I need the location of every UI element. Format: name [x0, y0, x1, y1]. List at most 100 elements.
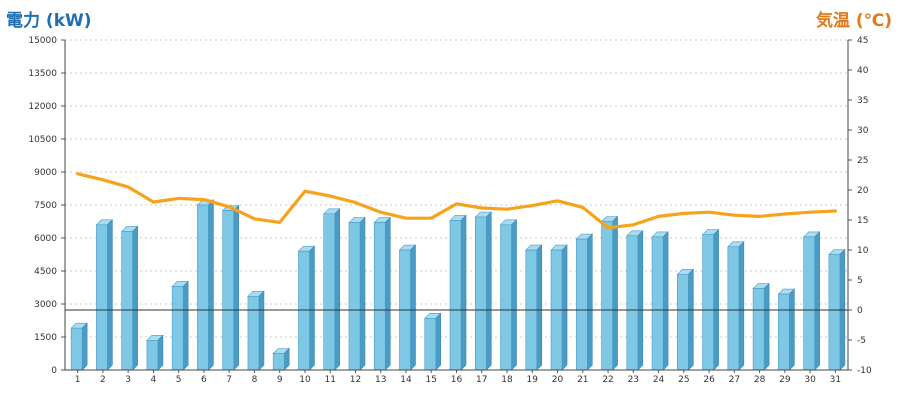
x-tick-label: 25 — [678, 375, 689, 385]
x-tick-label: 7 — [226, 375, 232, 385]
bar-side — [662, 231, 669, 371]
x-tick-label: 18 — [501, 375, 513, 385]
bar-side — [157, 334, 164, 371]
bar — [601, 221, 613, 371]
right-tick-label: -10 — [857, 366, 872, 376]
left-tick-label: 4500 — [34, 267, 57, 277]
bar-side — [713, 228, 719, 371]
bar-side — [612, 215, 618, 371]
bar — [171, 286, 184, 371]
right-tick-label: 30 — [857, 126, 869, 136]
bar-side — [511, 219, 517, 371]
bar-side — [233, 204, 239, 371]
left-axis-title: 電力 (kW) — [6, 11, 92, 31]
x-tick-label: 17 — [476, 375, 487, 385]
bar-side — [586, 233, 593, 371]
x-tick-label: 13 — [375, 375, 386, 385]
x-tick-label: 22 — [602, 375, 613, 385]
bar-side — [182, 280, 189, 371]
bar-side — [738, 241, 745, 371]
bar-side — [561, 244, 568, 371]
bar — [474, 216, 487, 371]
x-tick-label: 23 — [628, 375, 639, 385]
bar — [247, 295, 260, 371]
bar — [449, 220, 462, 371]
bar — [121, 231, 133, 371]
bar-side — [485, 211, 492, 371]
left-tick-label: 10500 — [28, 135, 57, 145]
x-tick-label: 28 — [754, 375, 766, 385]
x-tick-label: 1 — [75, 375, 81, 385]
right-tick-label: 15 — [857, 216, 868, 226]
bar — [70, 327, 83, 371]
bar-side — [688, 268, 694, 371]
x-tick-label: 31 — [830, 375, 841, 385]
left-tick-label: 9000 — [34, 168, 57, 178]
bar — [575, 238, 588, 371]
x-tick-label: 12 — [350, 375, 361, 385]
right-tick-label: -5 — [857, 336, 866, 346]
bar-side — [536, 244, 543, 371]
bar-side — [334, 208, 341, 371]
x-tick-label: 11 — [324, 375, 335, 385]
left-tick-label: 12000 — [28, 102, 57, 112]
bar-side — [132, 225, 138, 371]
right-tick-label: 10 — [857, 246, 869, 256]
x-tick-label: 21 — [577, 375, 588, 385]
x-tick-label: 4 — [151, 375, 157, 385]
x-tick-label: 29 — [779, 375, 791, 385]
bar — [348, 222, 361, 371]
bar — [197, 204, 209, 371]
x-tick-label: 24 — [653, 375, 665, 385]
x-tick-label: 30 — [804, 375, 816, 385]
right-tick-label: 45 — [857, 36, 868, 46]
right-tick-label: 35 — [857, 96, 868, 106]
left-tick-label: 6000 — [34, 234, 57, 244]
bar-side — [309, 245, 315, 371]
x-tick-label: 19 — [527, 375, 539, 385]
bar-side — [410, 244, 416, 371]
left-tick-label: 1500 — [34, 333, 57, 343]
x-tick-label: 2 — [100, 375, 106, 385]
bar-side — [460, 214, 467, 371]
bar — [323, 213, 336, 371]
bar — [803, 236, 815, 371]
bar — [298, 250, 310, 371]
temperature-line — [76, 172, 837, 230]
x-tick-label: 6 — [201, 375, 207, 385]
x-tick-label: 20 — [552, 375, 564, 385]
x-tick-label: 26 — [703, 375, 715, 385]
bar-side — [789, 288, 795, 371]
bar — [96, 224, 108, 371]
right-tick-label: 0 — [857, 306, 863, 316]
left-tick-label: 3000 — [34, 300, 57, 310]
x-tick-label: 14 — [400, 375, 412, 385]
x-tick-label: 9 — [277, 375, 283, 385]
bar — [727, 246, 740, 371]
bar-side — [208, 199, 214, 371]
bar-side — [763, 282, 770, 371]
bar-side — [637, 230, 644, 371]
bar — [626, 235, 639, 371]
right-tick-label: 20 — [857, 186, 869, 196]
x-tick-label: 10 — [299, 375, 311, 385]
left-tick-label: 0 — [51, 366, 57, 376]
x-tick-label: 5 — [176, 375, 182, 385]
bar — [222, 210, 234, 371]
bar — [752, 288, 765, 371]
bar-side — [359, 216, 366, 371]
bar-side — [107, 219, 113, 371]
bar — [677, 273, 689, 371]
bar-side — [435, 312, 442, 371]
bar — [373, 222, 386, 371]
left-tick-label: 7500 — [34, 201, 57, 211]
right-axis-title: 気温 (℃) — [815, 11, 892, 31]
bar-side — [258, 290, 265, 371]
bar — [651, 236, 664, 371]
right-tick-label: 25 — [857, 156, 868, 166]
bar-side — [814, 231, 820, 371]
right-tick-label: 40 — [857, 66, 869, 76]
x-tick-label: 27 — [729, 375, 740, 385]
